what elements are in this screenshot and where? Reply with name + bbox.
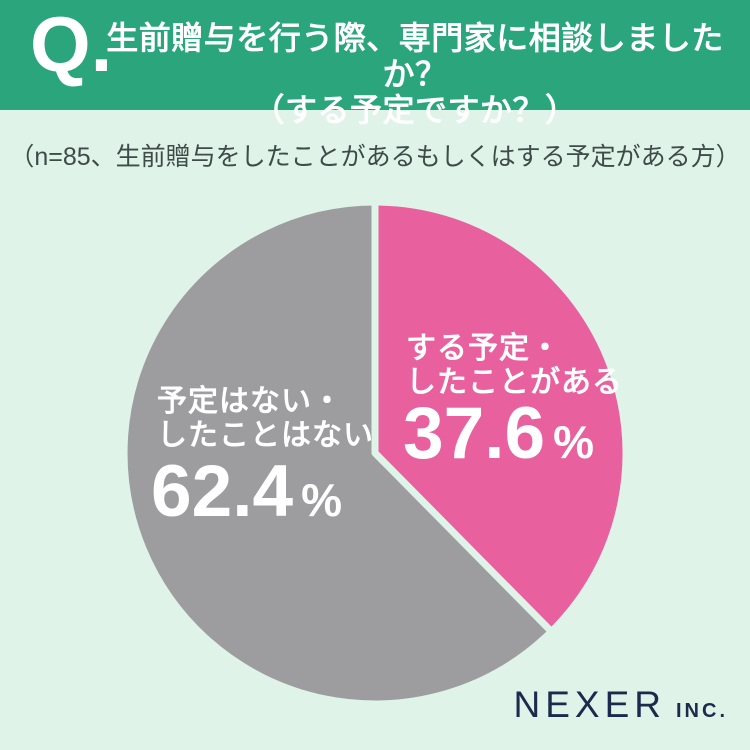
slice-label-no-line1: 予定はない・ — [157, 385, 343, 418]
slice-label-yes: する予定・ したことがある — [406, 332, 623, 400]
sample-note: （n=85、生前贈与をしたことがあるもしくはする予定がある方） — [9, 143, 741, 171]
brand-suffix: INC. — [676, 700, 728, 722]
brand-logo: NEXER INC. — [514, 684, 728, 726]
brand-name: NEXER — [513, 684, 666, 725]
question-header: Q. 生前贈与を行う際、専門家に相談しましたか？ （する予定ですか？） — [0, 0, 750, 128]
slice-value-no: 62.4% — [151, 455, 342, 528]
pie-slice-0 — [371, 198, 630, 636]
question-title-line1: 生前贈与を行う際、専門家に相談しましたか？ — [106, 20, 724, 92]
slice-label-no-line2: したことはない — [157, 419, 374, 452]
slice-value-yes-unit: % — [553, 416, 594, 468]
question-title: 生前贈与を行う際、専門家に相談しましたか？ （する予定ですか？） — [80, 20, 750, 128]
slice-value-no-unit: % — [301, 474, 342, 526]
slice-label-no: 予定はない・ したことはない — [157, 385, 374, 453]
question-title-line2: （する予定ですか？） — [252, 92, 578, 128]
slice-value-yes: 37.6% — [403, 397, 594, 470]
pie-slice-1 — [120, 198, 555, 708]
slice-label-yes-line2: したことがある — [406, 366, 623, 399]
slice-label-yes-line1: する予定・ — [406, 332, 561, 365]
q-mark: Q. — [30, 0, 113, 88]
slice-value-no-number: 62.4 — [151, 451, 294, 532]
slice-value-yes-number: 37.6 — [403, 393, 546, 474]
